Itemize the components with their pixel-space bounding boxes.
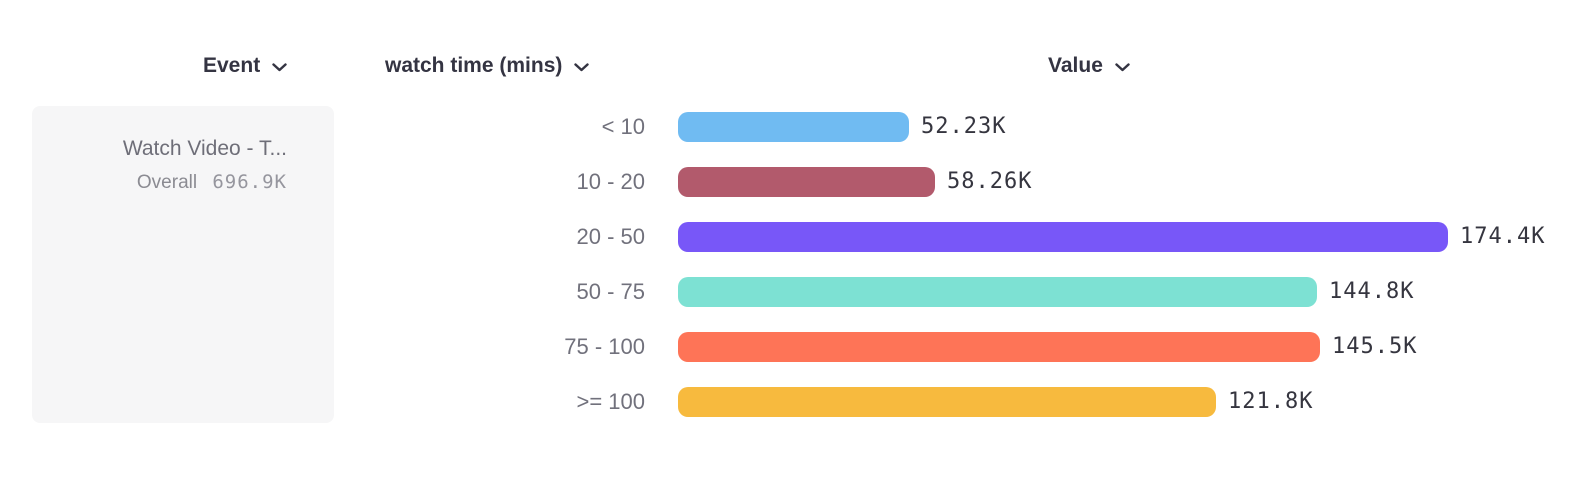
overall-value: 696.9K [212,171,287,193]
breakdown-column-header-dropdown[interactable]: watch time (mins) [385,54,590,78]
bar-row: 75 - 100 145.5K [0,319,1584,374]
breakdown-column-label: watch time (mins) [385,54,563,77]
bar-value-label: 121.8K [1228,389,1314,414]
chevron-down-icon [574,63,590,72]
event-card[interactable]: Watch Video - T... Overall 696.9K [32,106,334,423]
bar-value-label: 52.23K [921,114,1007,139]
bar-category-label: < 10 [601,113,645,139]
bar-category-label: 75 - 100 [564,333,645,359]
event-column-header-dropdown[interactable]: Event [203,54,287,78]
bar-segment[interactable] [678,331,1320,362]
bar-segment[interactable] [678,111,909,142]
bar-row: >= 100 121.8K [0,374,1584,429]
bar-value-label: 144.8K [1329,279,1415,304]
bar-value-label: 174.4K [1460,224,1546,249]
bar-segment[interactable] [678,221,1448,252]
bar-segment[interactable] [678,386,1216,417]
bar-row: 20 - 50 174.4K [0,209,1584,264]
bar-row: 50 - 75 144.8K [0,264,1584,319]
value-column-header-dropdown[interactable]: Value [1048,54,1130,78]
overall-label: Overall [136,172,198,193]
bar-value-label: 145.5K [1332,334,1418,359]
event-overall-row: Overall 696.9K [32,171,287,194]
bar-category-label: 10 - 20 [576,168,646,194]
event-column-label: Event [203,54,261,77]
value-column-label: Value [1048,54,1103,77]
bar-category-label: 50 - 75 [576,278,646,304]
bar-chart: < 10 52.23K 10 - 20 58.26K 20 - 50 174.4K 50 -… [0,99,1584,429]
bar-segment[interactable] [678,166,935,197]
bar-value-label: 58.26K [947,169,1033,194]
chevron-down-icon [1115,63,1130,72]
bar-row: < 10 52.23K [0,99,1584,154]
chevron-down-icon [272,63,287,72]
bar-category-label: >= 100 [576,388,645,414]
event-name: Watch Video - T... [122,137,287,160]
bar-segment[interactable] [678,276,1317,307]
bar-row: 10 - 20 58.26K [0,154,1584,209]
bar-category-label: 20 - 50 [576,223,646,249]
